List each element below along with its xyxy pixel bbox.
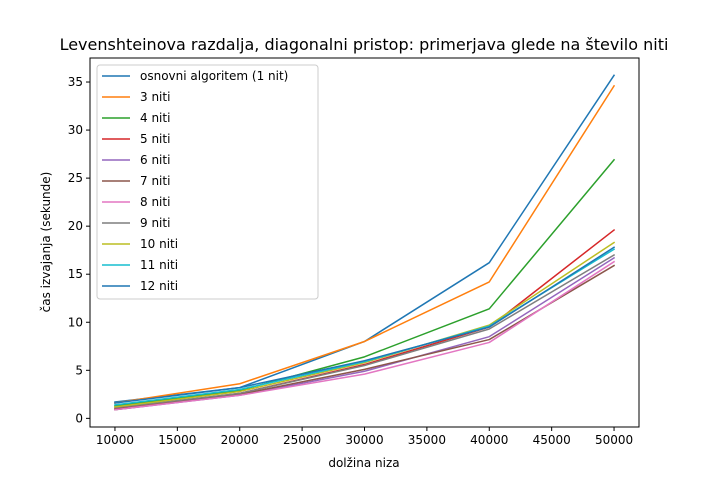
x-tick-label: 50000 <box>595 433 633 447</box>
x-tick-label: 35000 <box>408 433 446 447</box>
y-axis: 0 5 10 15 20 25 30 35 <box>68 75 90 425</box>
x-tick-label: 45000 <box>533 433 571 447</box>
series-line-2 <box>114 158 616 407</box>
chart-title: Levenshteinova razdalja, diagonalni pris… <box>60 35 669 54</box>
plot-lines <box>114 74 616 411</box>
x-axis: 10000 15000 20000 25000 30000 35000 40000 45000… <box>96 427 633 447</box>
y-tick-label: 20 <box>68 219 83 233</box>
y-tick-label: 15 <box>68 267 83 281</box>
legend-label-8: 10 niti <box>140 237 178 251</box>
x-tick-label: 15000 <box>158 433 196 447</box>
legend-frame <box>96 64 319 300</box>
y-tick-label: 0 <box>75 411 83 425</box>
series-line-10 <box>114 246 616 404</box>
legend-label-9: 11 niti <box>140 258 178 272</box>
legend-label-7: 9 niti <box>140 216 170 230</box>
y-tick-label: 30 <box>68 123 83 137</box>
legend-label-0: osnovni algoritem (1 nit) <box>140 69 288 83</box>
x-tick-label: 10000 <box>96 433 134 447</box>
series-line-1 <box>114 84 616 404</box>
legend-label-3: 5 niti <box>140 132 170 146</box>
x-tick-label: 25000 <box>283 433 321 447</box>
series-line-7 <box>114 253 616 409</box>
x-tick-label: 30000 <box>345 433 383 447</box>
legend-label-2: 4 niti <box>140 111 170 125</box>
y-tick-label: 35 <box>68 75 83 89</box>
series-line-6 <box>114 260 616 411</box>
y-axis-label: čas izvajanja (sekunde) <box>39 172 53 313</box>
legend-label-4: 6 niti <box>140 153 170 167</box>
legend-label-1: 3 niti <box>140 90 170 104</box>
y-tick-label: 5 <box>75 363 83 377</box>
x-tick-label: 40000 <box>470 433 508 447</box>
legend-label-10: 12 niti <box>140 279 178 293</box>
x-tick-label: 20000 <box>221 433 259 447</box>
legend-label-5: 7 niti <box>140 174 170 188</box>
y-tick-label: 10 <box>68 315 83 329</box>
legend-label-6: 8 niti <box>140 195 170 209</box>
series-line-8 <box>114 241 616 408</box>
x-axis-label: dolžina niza <box>328 456 399 470</box>
y-tick-label: 25 <box>68 171 83 185</box>
legend: osnovni algoritem (1 nit) 3 niti 4 niti 5 n… <box>96 64 319 300</box>
